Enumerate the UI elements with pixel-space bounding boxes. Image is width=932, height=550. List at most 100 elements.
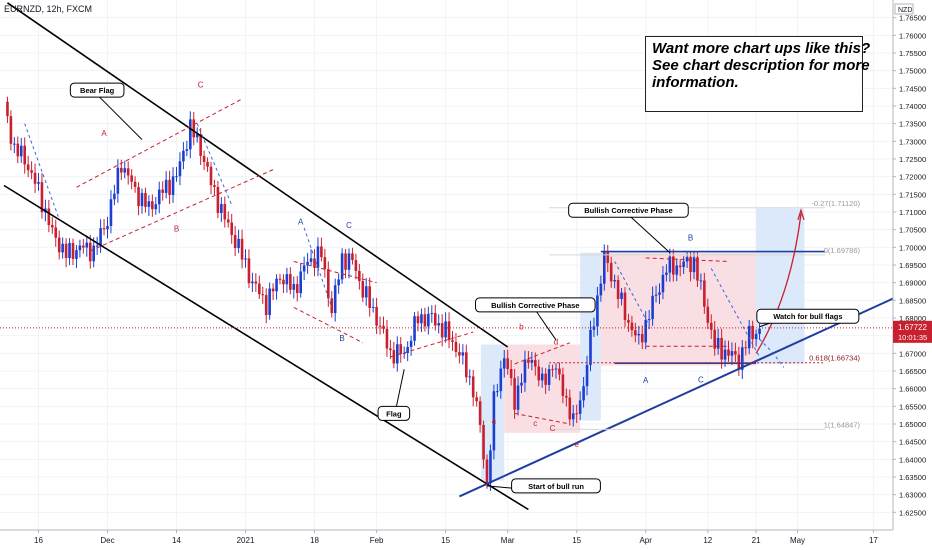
candles: [6, 96, 761, 492]
callout-line-3: information.: [652, 74, 739, 91]
candle-body: [354, 260, 358, 271]
wave-line-dashed: [196, 123, 233, 206]
fib-level-label: 0.618(1.66734): [809, 354, 860, 363]
candle: [654, 285, 658, 303]
candle-body: [330, 298, 334, 314]
target-arrow: [755, 213, 802, 354]
pattern-line-dashed: [293, 260, 377, 284]
pattern-line-dashed: [390, 331, 474, 358]
candle-body: [672, 256, 675, 275]
candle: [6, 96, 9, 123]
candle-body: [264, 295, 268, 315]
time-tick-label: May: [790, 536, 805, 545]
candle-body: [496, 391, 499, 393]
candle-body: [361, 281, 365, 298]
candle-body: [9, 116, 13, 144]
candle-body: [647, 319, 651, 321]
candle-body: [751, 325, 754, 340]
candle: [599, 275, 603, 302]
candle-body: [275, 278, 278, 292]
candle-body: [571, 413, 575, 420]
candle-body: [565, 395, 568, 398]
price-tick-label: 1.74000: [899, 102, 926, 111]
candle: [344, 249, 347, 279]
wave-line-dashed: [614, 261, 650, 326]
wave-label: C: [198, 81, 204, 90]
candle-body: [509, 369, 513, 379]
candle-body: [126, 168, 130, 176]
candle-body: [727, 349, 730, 356]
candle-body: [478, 401, 482, 425]
candle: [113, 184, 116, 206]
candle-body: [220, 204, 223, 214]
candle: [230, 214, 233, 244]
candle-body: [368, 286, 371, 308]
price-tick-label: 1.76000: [899, 31, 926, 40]
candle: [189, 111, 192, 159]
wave-label: C: [550, 424, 556, 433]
candle-body: [447, 321, 451, 341]
candle-body: [323, 257, 327, 270]
candle: [465, 344, 468, 383]
candle: [275, 274, 278, 300]
rising-trendline: [458, 297, 894, 498]
candle: [499, 360, 503, 399]
candle: [709, 314, 713, 340]
candle-body: [520, 382, 523, 386]
candle-body: [292, 284, 296, 290]
candle: [451, 331, 454, 351]
candle: [364, 278, 368, 306]
candle: [289, 267, 292, 295]
candle-body: [461, 352, 465, 356]
candle: [658, 283, 661, 304]
candle-body: [592, 326, 596, 330]
annotation-label: Flag: [386, 409, 402, 418]
candle: [554, 363, 558, 379]
corrective-box-2: [600, 252, 757, 366]
candle: [285, 267, 289, 293]
candle: [33, 163, 37, 193]
candle: [109, 190, 113, 234]
candle: [741, 340, 744, 379]
candle: [157, 181, 161, 214]
candle: [82, 238, 85, 254]
candle: [730, 342, 734, 365]
candle: [516, 376, 520, 416]
candle: [447, 312, 451, 349]
candle: [92, 237, 95, 268]
candle: [85, 235, 89, 257]
channel-lower-line: [3, 184, 529, 511]
price-tick-label: 1.62500: [899, 508, 926, 517]
candle-body: [216, 186, 220, 214]
candle: [68, 238, 71, 266]
candle: [420, 308, 423, 333]
candle-body: [730, 351, 734, 356]
candle: [506, 349, 509, 375]
candle-body: [185, 149, 189, 151]
candle-body: [420, 314, 423, 324]
candle-body: [82, 245, 85, 248]
candle: [371, 298, 375, 313]
candle: [258, 275, 261, 299]
candle-body: [16, 143, 20, 157]
candle-body: [64, 243, 68, 259]
candle-body: [337, 279, 340, 286]
candle-body: [244, 258, 247, 260]
candle: [692, 251, 696, 280]
symbol-header: EURNZD, 12h, FXCM: [4, 4, 93, 14]
candle: [713, 320, 716, 356]
candle-body: [599, 283, 603, 296]
candle: [251, 272, 254, 293]
candle-body: [644, 319, 647, 343]
candle-body: [247, 258, 251, 284]
candle: [385, 319, 389, 357]
price-tick-label: 1.68000: [899, 314, 926, 323]
candle: [209, 162, 213, 195]
candle: [88, 234, 92, 269]
candle-body: [258, 283, 261, 295]
candle: [396, 336, 399, 372]
candle: [378, 316, 382, 335]
candle: [627, 313, 630, 332]
candle-body: [327, 269, 330, 299]
